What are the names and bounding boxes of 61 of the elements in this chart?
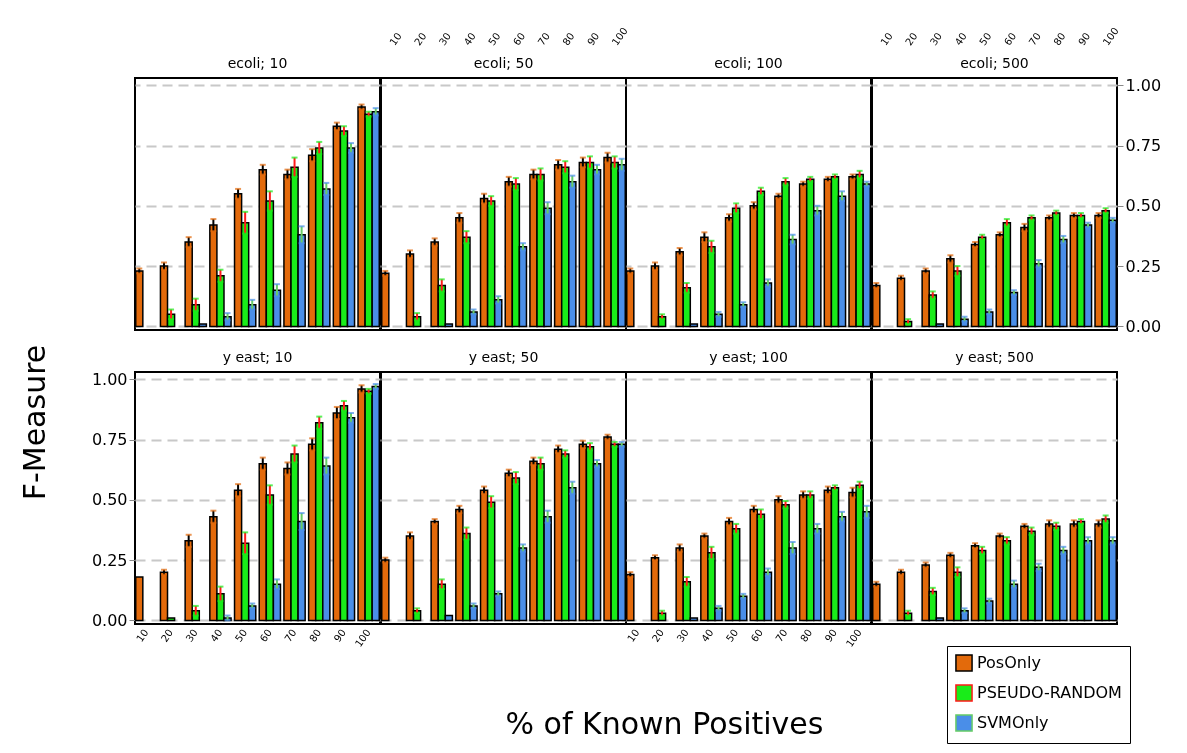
x-tick-label: 80 (307, 627, 324, 644)
chart-title: y east; 10 (222, 349, 293, 365)
x-tick-label: 60 (510, 30, 527, 48)
x-tick-label: 40 (699, 627, 716, 644)
x-tick-label: 50 (723, 627, 741, 644)
x-tick-label: 30 (436, 30, 453, 48)
y-tick-label: 1.00 (1125, 75, 1161, 95)
x-tick-label: 60 (748, 627, 765, 644)
x-tick-label: 10 (134, 627, 151, 644)
x-tick-label: 80 (1050, 30, 1068, 48)
x-tick-label: 10 (386, 30, 404, 48)
x-tick-label: 20 (411, 30, 428, 48)
chart-title: ecoli; 10 (227, 55, 288, 71)
x-tick-label: 10 (877, 30, 895, 48)
x-tick-label: 80 (559, 30, 577, 48)
legend-label: SVMOnly (976, 713, 1049, 732)
chart-title: y east; 50 (468, 349, 538, 365)
y-tick-label: 0.25 (1125, 256, 1161, 276)
y-tick-label: 0.00 (91, 610, 128, 630)
x-axis-title: % of Known Positives (505, 705, 824, 741)
x-tick-label: 40 (952, 30, 969, 48)
x-tick-label: 30 (674, 627, 691, 644)
legend-label: PSEUDO-RANDOM (976, 683, 1122, 702)
x-tick-label: 20 (158, 627, 176, 644)
x-tick-label: 70 (1026, 30, 1043, 48)
x-tick-label: 100 (609, 25, 630, 48)
x-tick-label: 20 (902, 30, 919, 48)
y-tick-label: 0.50 (91, 490, 128, 510)
x-tick-label: 60 (257, 627, 274, 644)
chart-title: y east; 100 (709, 349, 788, 365)
x-tick-label: 50 (485, 30, 503, 48)
x-tick-label: 90 (1075, 30, 1092, 48)
x-tick-label: 70 (535, 30, 552, 48)
y-tick-label: 0.75 (1125, 136, 1161, 156)
x-tick-label: 40 (461, 30, 478, 48)
x-tick-label: 30 (927, 30, 944, 48)
chart-title: y east; 500 (954, 349, 1034, 365)
y-tick-label: 1.00 (91, 369, 128, 389)
x-tick-label: 90 (584, 30, 601, 48)
x-tick-label: 70 (773, 627, 790, 644)
y-tick-label: 0.50 (1125, 196, 1161, 216)
chart-title: ecoli; 500 (959, 55, 1029, 71)
x-tick-label: 100 (1100, 25, 1121, 48)
x-tick-label: 20 (649, 627, 667, 644)
y-axis-title: F-Measure (16, 344, 52, 501)
chart-title: ecoli; 100 (714, 55, 783, 71)
x-tick-label: 30 (183, 627, 200, 644)
x-tick-label: 70 (282, 627, 299, 644)
y-tick-label: 0.00 (1125, 316, 1161, 336)
y-tick-label: 0.25 (91, 550, 128, 570)
chart-title: ecoli; 50 (473, 55, 533, 71)
y-tick-label: 0.75 (91, 430, 128, 450)
x-tick-label: 50 (976, 30, 994, 48)
x-tick-label: 80 (798, 627, 815, 644)
x-tick-label: 90 (331, 627, 349, 644)
x-tick-label: 10 (625, 627, 642, 644)
x-tick-label: 40 (208, 627, 225, 644)
legend-label: PosOnly (976, 653, 1041, 672)
x-tick-label: 90 (822, 627, 840, 644)
x-tick-label: 50 (232, 627, 250, 644)
x-tick-label: 60 (1001, 30, 1018, 48)
